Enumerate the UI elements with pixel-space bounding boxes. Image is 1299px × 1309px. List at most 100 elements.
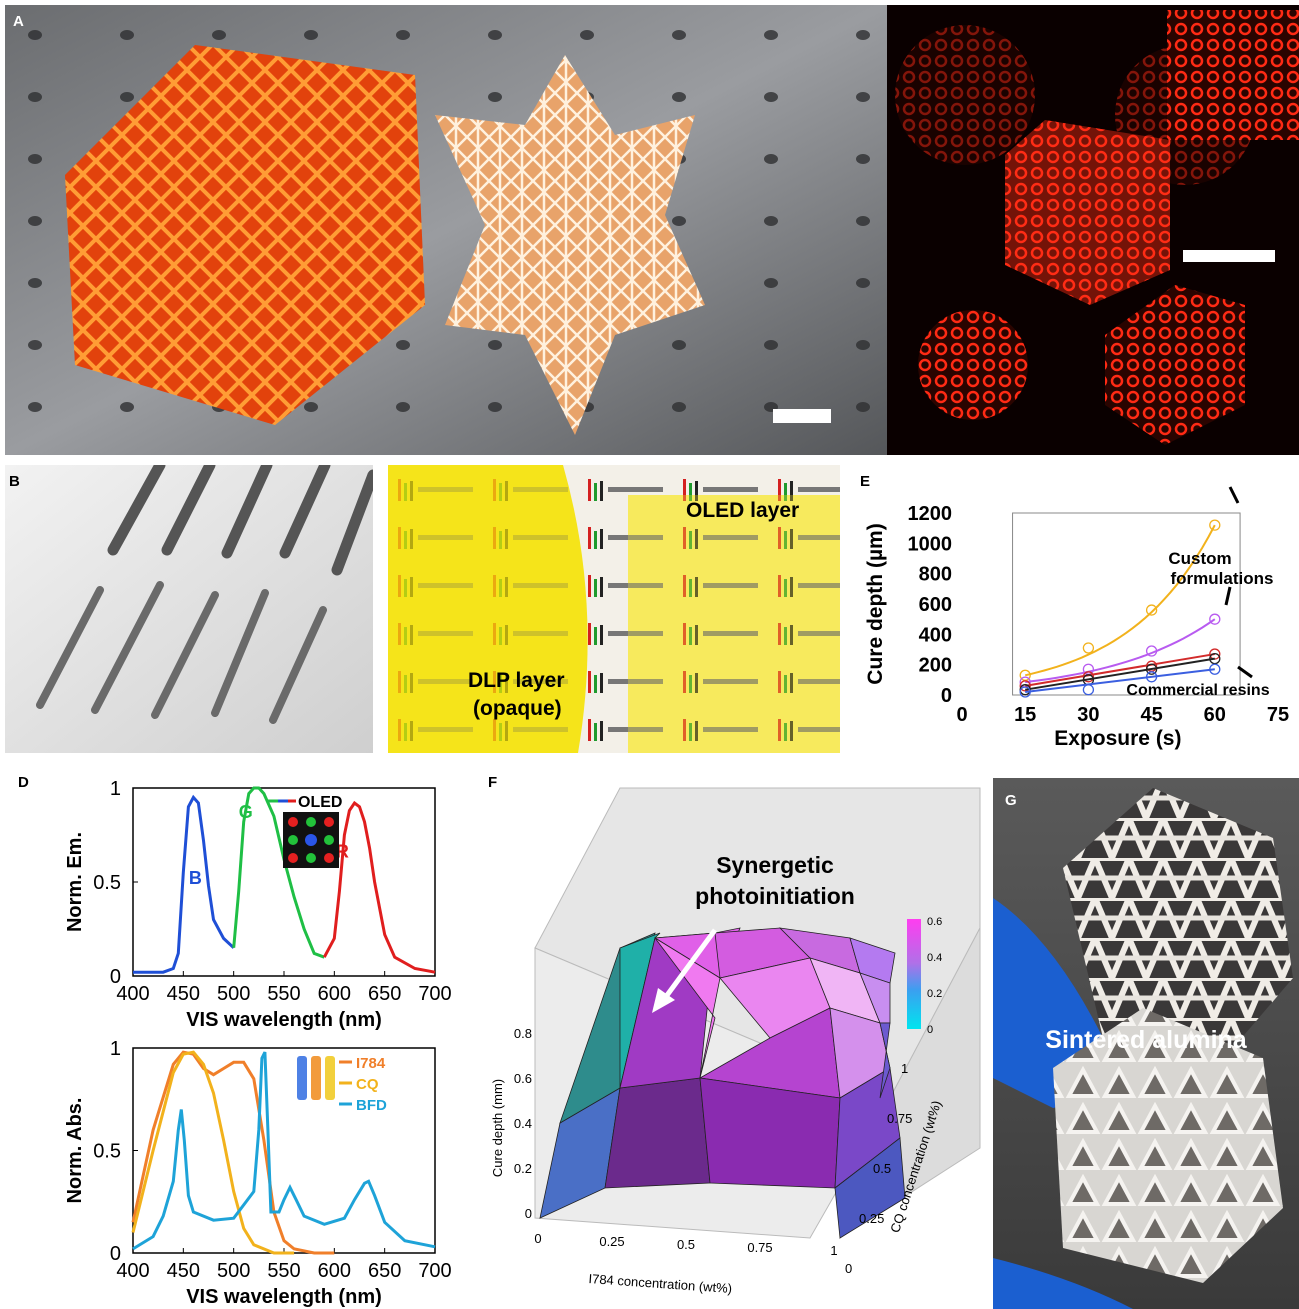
y-tick-label: 0 — [941, 685, 952, 707]
y-axis-label: Cure depth (µm) — [864, 523, 887, 684]
arrow-custom-1 — [1228, 486, 1240, 504]
commercial-annotation: Commercial resins — [1126, 682, 1269, 699]
arrow-custom-2 — [1224, 586, 1232, 606]
sintered-alumina-caption: Sintered alumina — [1045, 1026, 1247, 1054]
synergetic-annotation-line2: photoinitiation — [695, 883, 855, 909]
panel-c-photo — [388, 465, 840, 753]
surface-facet — [834, 1137, 906, 1239]
surface-facet — [879, 1022, 891, 1099]
panel-b: B — [5, 465, 373, 753]
fit-line-custom-1 — [1024, 524, 1216, 677]
y-tick-label: 1200 — [908, 503, 953, 525]
z-axis-label: Cure depth (mm) — [490, 1079, 505, 1177]
data-point-commercial-1 — [1019, 680, 1031, 692]
colorbar — [907, 919, 921, 1029]
panel-label-a: A — [13, 13, 24, 30]
panel-g: G Sintered alumina — [993, 778, 1299, 1309]
data-point-commercial-3 — [1145, 671, 1158, 683]
oled-layer-label: OLED layer — [686, 499, 800, 522]
custom-annotation-line2: formulations — [1171, 569, 1274, 588]
x-tick-label: 500 — [217, 1260, 250, 1282]
panel-label-d: D — [18, 774, 29, 791]
y-tick-label: 0.5 — [93, 872, 121, 894]
absorption-chart: 400 450 500 550 600 650 700 0 0.5 1 VIS wavelength… — [64, 1038, 452, 1308]
vial — [325, 1056, 335, 1100]
x-tick-label: 1 — [830, 1243, 837, 1258]
vial — [297, 1056, 307, 1100]
surface-facet — [604, 1077, 711, 1189]
series-line-B — [133, 794, 235, 974]
x-tick-label: 500 — [217, 983, 250, 1005]
synergetic-annotation-line1: Synergetic — [716, 852, 834, 878]
oled-pixel — [324, 817, 334, 827]
data-point-custom-1 — [1082, 642, 1095, 654]
x-tick-label: 550 — [267, 1260, 300, 1282]
x-tick-label: 650 — [368, 983, 401, 1005]
panel-label-b: B — [9, 473, 20, 490]
plot-frame — [1012, 512, 1241, 696]
legend-label-I784: I784 — [356, 1055, 386, 1072]
y-tick-label: 0.25 — [859, 1211, 884, 1226]
colorbar-tick-label: 0.4 — [927, 952, 942, 964]
fit-line-commercial-2 — [1025, 657, 1215, 691]
colorbar-tick-label: 0.2 — [927, 988, 942, 1000]
x-tick-label: 600 — [318, 1260, 351, 1282]
y-tick-label: 600 — [919, 594, 952, 616]
fit-line-commercial-3 — [1025, 668, 1215, 693]
data-point-commercial-2 — [1145, 663, 1158, 675]
arrow-commercial — [1237, 665, 1253, 679]
legend-label-BFD: BFD — [356, 1097, 387, 1114]
dlp-opaque-label: (opaque) — [473, 697, 562, 720]
panel-label-f: F — [488, 774, 498, 791]
x-tick-label: 650 — [368, 1260, 401, 1282]
data-point-custom-1 — [1145, 604, 1158, 616]
y-tick-label: 0 — [110, 966, 121, 988]
custom-annotation-line1: Custom — [1168, 549, 1231, 568]
series-line-CQ — [131, 1050, 295, 1255]
x-tick-label: 0.5 — [677, 1237, 695, 1252]
peak-label-g: G — [239, 802, 253, 822]
x-tick-label: 75 — [1267, 704, 1289, 726]
x-tick-label: 450 — [167, 1260, 200, 1282]
x-tick-label: 30 — [1077, 704, 1099, 726]
fit-line-commercial-1 — [1025, 653, 1215, 687]
x-tick-label: 0 — [534, 1231, 541, 1246]
data-point-commercial-3 — [1082, 684, 1095, 696]
annotation-arrowhead — [652, 988, 675, 1013]
x-axis-label: VIS wavelength (nm) — [186, 1009, 382, 1031]
dlp-layer-label: DLP layer — [468, 669, 565, 692]
series-line-R — [322, 800, 436, 974]
y-tick-label: 1 — [901, 1061, 908, 1076]
x-axis-label: I784 concentration (wt%) — [588, 1271, 732, 1296]
panel-d: D 400 450 500 550 600 650 700 0 0.5 1 VIS waveleng… — [0, 768, 470, 1309]
colorbar-tick-label: 0.6 — [927, 916, 942, 928]
x-tick-label: 60 — [1204, 704, 1226, 726]
vial — [311, 1056, 321, 1100]
data-point-custom-2 — [1145, 645, 1158, 657]
data-point-custom-2 — [1209, 613, 1221, 625]
oled-pixel — [324, 835, 334, 845]
y-tick-label: 0.5 — [873, 1161, 891, 1176]
panel-e: E 0 15 30 45 60 75 0 200 400 600 800 1000 1200 Exposu… — [850, 465, 1299, 765]
z-tick-label: 0.4 — [514, 1116, 532, 1131]
y-tick-label: 400 — [919, 624, 952, 646]
panel-b-photo — [5, 465, 373, 753]
oled-pixel — [306, 817, 316, 827]
z-tick-label: 0.6 — [514, 1071, 532, 1086]
x-tick-label: 0 — [956, 704, 967, 726]
cure-depth-chart: 0 15 30 45 60 75 0 200 400 600 800 1000 1200 Exposure… — [864, 486, 1289, 750]
plot-frame — [132, 1047, 436, 1254]
oled-pixel — [305, 834, 317, 846]
oled-pixel — [288, 817, 298, 827]
fit-line-custom-2 — [1025, 618, 1216, 684]
data-point-commercial-3 — [1019, 686, 1031, 698]
y-tick-label: 0 — [845, 1261, 852, 1276]
y-tick-label: 0 — [110, 1243, 121, 1265]
panel-c: C DLP layer (opaque) OLED layer — [388, 465, 840, 753]
x-axis-label: Exposure (s) — [1054, 727, 1181, 750]
x-tick-label: 450 — [167, 983, 200, 1005]
x-tick-label: 700 — [418, 983, 451, 1005]
data-point-custom-1 — [1209, 519, 1221, 531]
y-axis-label: Norm. Abs. — [64, 1098, 86, 1204]
oled-pixel — [324, 853, 334, 863]
